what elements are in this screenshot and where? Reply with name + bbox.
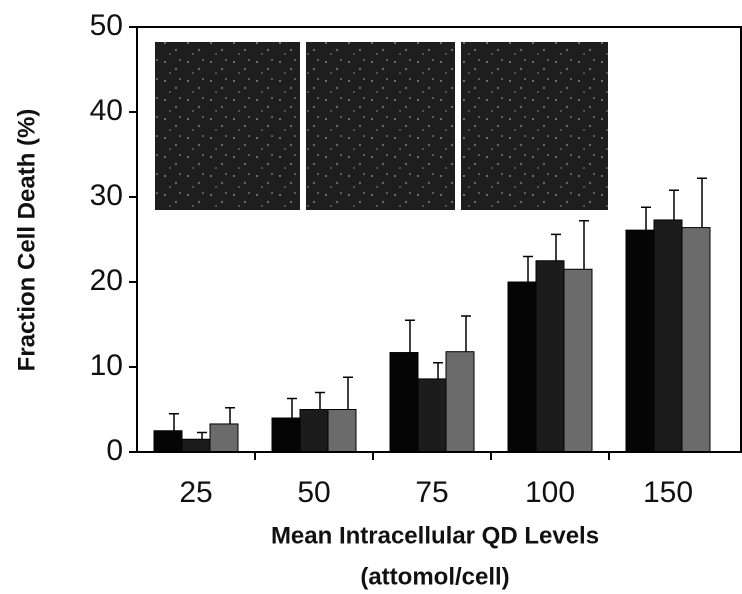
x-tick-label: 150 <box>643 476 693 509</box>
x-tick-label: 75 <box>415 476 448 509</box>
error-bar <box>551 233 561 261</box>
x-tick-label: 100 <box>525 476 575 509</box>
bar <box>681 227 711 453</box>
error-bar <box>225 407 235 424</box>
y-axis-label: Fraction Cell Death (%) <box>13 109 40 372</box>
bar <box>535 260 565 453</box>
y-tick-label: 10 <box>90 349 123 382</box>
bar <box>653 219 683 453</box>
error-bar <box>523 255 533 282</box>
y-tick-label: 40 <box>90 94 123 127</box>
error-bar <box>405 319 415 353</box>
bar <box>271 417 301 453</box>
bar <box>209 423 239 453</box>
x-axis-label: (attomol/cell) <box>360 563 509 590</box>
bar <box>417 378 447 453</box>
error-bar <box>579 220 589 270</box>
bar <box>181 438 211 453</box>
error-bar <box>641 206 651 231</box>
error-bar <box>461 315 471 352</box>
error-bar <box>669 189 679 220</box>
bar <box>563 268 593 453</box>
x-tick-label: 25 <box>179 476 212 509</box>
bar <box>507 281 537 453</box>
error-bar <box>169 413 179 431</box>
axis-frame <box>136 26 742 453</box>
error-bar <box>697 177 707 228</box>
bar <box>625 229 655 453</box>
y-tick-label: 0 <box>106 434 123 467</box>
y-tick-label: 20 <box>90 264 123 297</box>
bar <box>445 351 475 453</box>
x-axis-label: Mean Intracellular QD Levels <box>271 522 599 549</box>
x-tick-label: 50 <box>297 476 330 509</box>
error-bar <box>287 397 297 418</box>
bar <box>327 409 357 453</box>
bar <box>153 430 183 453</box>
error-bar <box>433 362 443 379</box>
error-bar <box>197 431 207 440</box>
inset-micrographs <box>155 42 608 210</box>
y-tick-label: 50 <box>90 9 123 42</box>
bar <box>299 409 329 453</box>
bar <box>389 352 419 453</box>
y-tick-label: 30 <box>90 179 123 212</box>
error-bar <box>343 376 353 410</box>
error-bar <box>315 391 325 410</box>
